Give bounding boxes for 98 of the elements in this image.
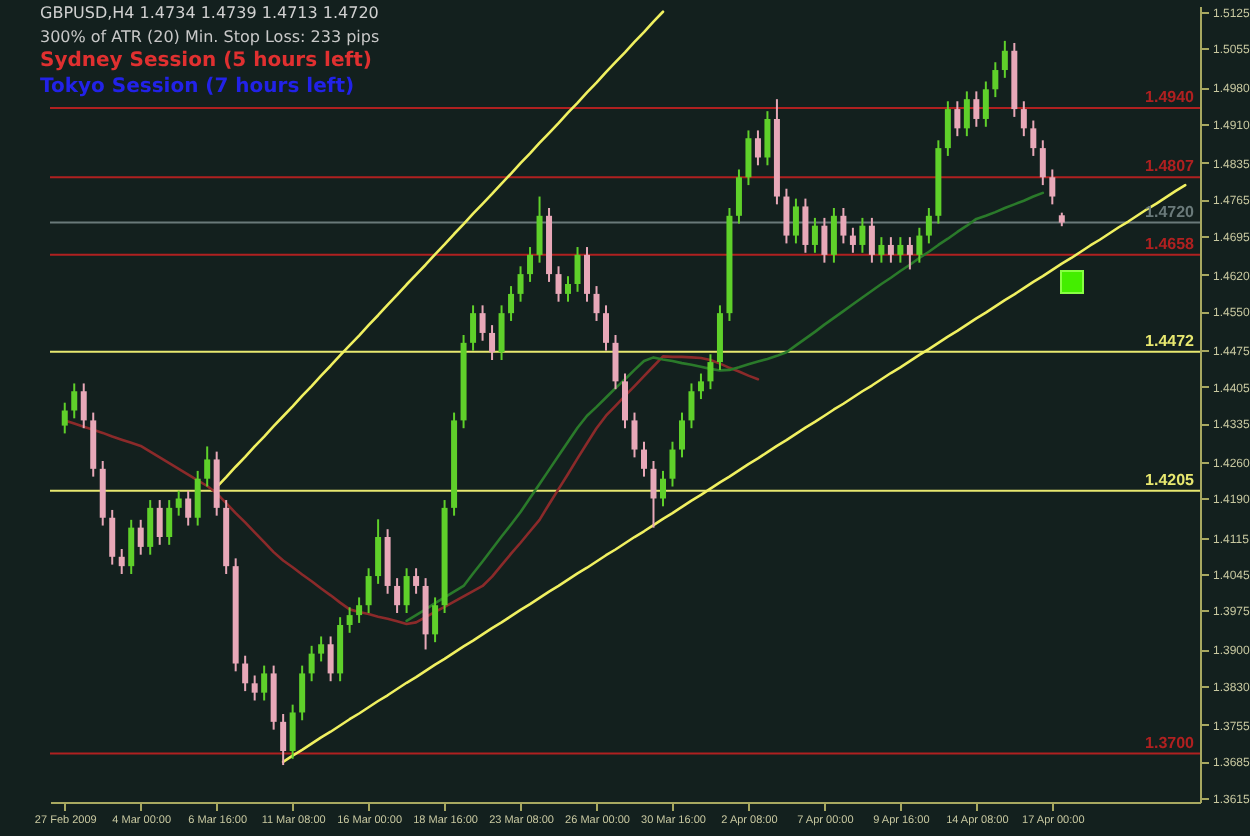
candlestick [1049,168,1056,206]
ref-line-label: 1.3700 [1145,733,1196,752]
candlestick [128,518,135,575]
candlestick [764,110,771,167]
candlestick [603,304,610,352]
candlestick [593,285,600,322]
candlestick [868,216,875,264]
candlestick [574,246,581,293]
ref-line-label: 1.4720 [1145,202,1196,221]
candlestick [650,460,657,529]
candlestick [175,489,182,517]
candlestick [166,499,173,546]
chart-title: GBPUSD,H4 1.4734 1.4739 1.4713 1.4720 [40,4,379,22]
candlestick [289,703,296,760]
candlestick [1020,100,1027,138]
ref-line-label: 1.4472 [1145,331,1196,350]
annotation: Sydney Session (5 hours left) [40,50,372,72]
candlestick [840,206,847,245]
candlestick [659,469,666,508]
candlestick [536,195,543,264]
candlestick [251,674,258,702]
candlestick [147,499,154,556]
candlestick [783,187,790,245]
candlestick [707,353,714,391]
ref-line-label: 1.4205 [1145,470,1196,489]
candlestick [612,334,619,391]
candlestick [394,577,401,615]
candlestick [640,440,647,478]
candlestick [916,226,923,264]
candlestick [71,382,78,420]
candlestick [403,567,410,615]
candlestick [1001,39,1008,79]
candlestick [887,236,894,264]
candlestick [118,547,125,575]
candlestick [565,275,572,303]
candlestick [1039,139,1046,187]
candlestick [185,489,192,527]
candlestick [156,499,163,546]
candlestick [954,100,961,138]
candlestick [489,324,496,362]
candlestick [375,518,382,585]
candlestick [346,606,353,634]
candlestick [897,236,904,264]
candlestick [830,206,837,264]
candlestick [982,80,989,128]
candlestick [555,265,562,303]
candlestick [944,100,951,157]
candlestick [470,304,477,352]
candlestick [137,518,144,556]
candlestick [802,197,809,254]
candlestick [318,635,325,663]
candlestick [365,567,372,615]
candlestick [80,382,87,430]
candlestick [109,508,116,566]
ref-line-label: 1.4807 [1145,157,1196,176]
ref-line-label: 1.4658 [1145,234,1196,253]
ref-line-label: 1.4940 [1145,88,1196,107]
candlestick [479,304,486,342]
annotation: 300% of ATR (20) Min. Stop Loss: 233 pips [40,28,380,46]
candlestick [432,596,439,644]
candlestick [61,401,68,435]
candlestick [821,216,828,264]
candlestick [678,411,685,459]
candlestick [697,372,704,401]
candlestick [688,382,695,430]
candlestick [194,469,201,527]
candlestick [811,216,818,254]
candlestick [498,304,505,362]
candlestick [508,285,515,322]
candlestick [859,216,866,254]
candlestick [925,206,932,245]
candlestick [849,226,856,254]
candlestick [622,372,628,430]
candlestick [308,644,315,683]
candlestick [754,129,761,167]
candlestick [963,90,970,138]
annotation: Tokyo Session (7 hours left) [40,76,355,98]
candlestick [356,596,363,624]
candlestick [973,90,980,128]
candlestick [299,664,306,722]
candlestick [280,713,287,767]
candlestick [204,445,211,488]
candlestick [413,567,420,595]
candlestick [527,246,534,283]
candlestick [1030,119,1037,157]
candlestick [327,635,334,683]
candlestick [878,236,885,264]
candlestick [906,236,913,271]
candlestick [631,411,638,459]
candlestick [584,246,591,303]
candlestick [792,197,799,245]
candlestick [992,61,999,99]
candlestick [242,654,249,693]
candlestick [735,168,742,225]
candlestick [261,664,268,702]
candlestick [669,440,676,488]
candlestick [517,265,524,303]
candlestick [745,129,752,187]
